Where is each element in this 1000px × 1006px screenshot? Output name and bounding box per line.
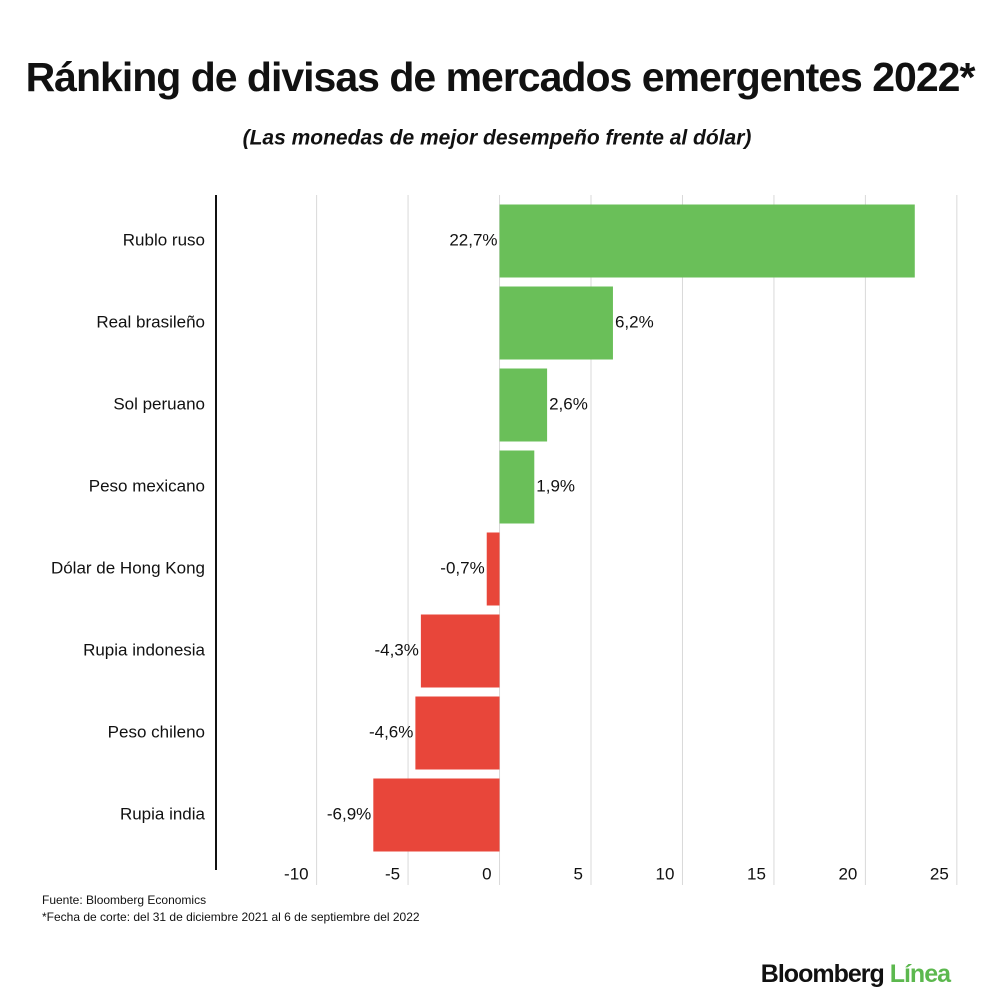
brand-accent: Línea [890, 960, 952, 988]
value-label: -0,7% [440, 558, 484, 577]
x-tick-label: 15 [747, 864, 766, 883]
chart-subtitle: (Las monedas de mejor desempeño frente a… [243, 127, 752, 150]
y-tick-label: Rublo ruso [123, 230, 205, 249]
value-label: 6,2% [615, 312, 654, 331]
bar [499, 204, 915, 278]
value-label: -4,3% [374, 640, 418, 659]
x-tick-label: 25 [930, 864, 949, 883]
x-tick-label: 10 [656, 864, 675, 883]
bar [415, 696, 500, 770]
y-tick-label: Peso chileno [108, 722, 205, 741]
bar [486, 532, 500, 606]
x-tick-label: -10 [284, 864, 309, 883]
value-label: 1,9% [536, 476, 575, 495]
x-tick-label: 5 [574, 864, 583, 883]
bar [373, 778, 500, 852]
value-label: -6,9% [327, 804, 371, 823]
bar [499, 368, 548, 442]
brand-name: Bloomberg [761, 960, 884, 988]
x-tick-label: 0 [482, 864, 491, 883]
y-tick-label: Peso mexicano [89, 476, 205, 495]
footnote: *Fecha de corte: del 31 de diciembre 202… [42, 910, 420, 924]
y-tick-label: Dólar de Hong Kong [51, 558, 205, 577]
y-tick-label: Rupia india [120, 804, 206, 823]
value-label: 2,6% [549, 394, 588, 413]
chart-title: Ránking de divisas de mercados emergente… [26, 54, 976, 100]
value-label: 22,7% [449, 230, 497, 249]
bar [499, 450, 535, 524]
x-tick-label: -5 [385, 864, 400, 883]
y-tick-label: Real brasileño [96, 312, 205, 331]
bar [420, 614, 500, 688]
y-tick-label: Sol peruano [113, 394, 205, 413]
x-tick-label: 20 [838, 864, 857, 883]
value-label: -4,6% [369, 722, 413, 741]
brand-logo: Bloomberg Línea [761, 960, 952, 988]
y-tick-label: Rupia indonesia [83, 640, 205, 659]
source: Fuente: Bloomberg Economics [42, 893, 206, 907]
bar [499, 286, 613, 360]
